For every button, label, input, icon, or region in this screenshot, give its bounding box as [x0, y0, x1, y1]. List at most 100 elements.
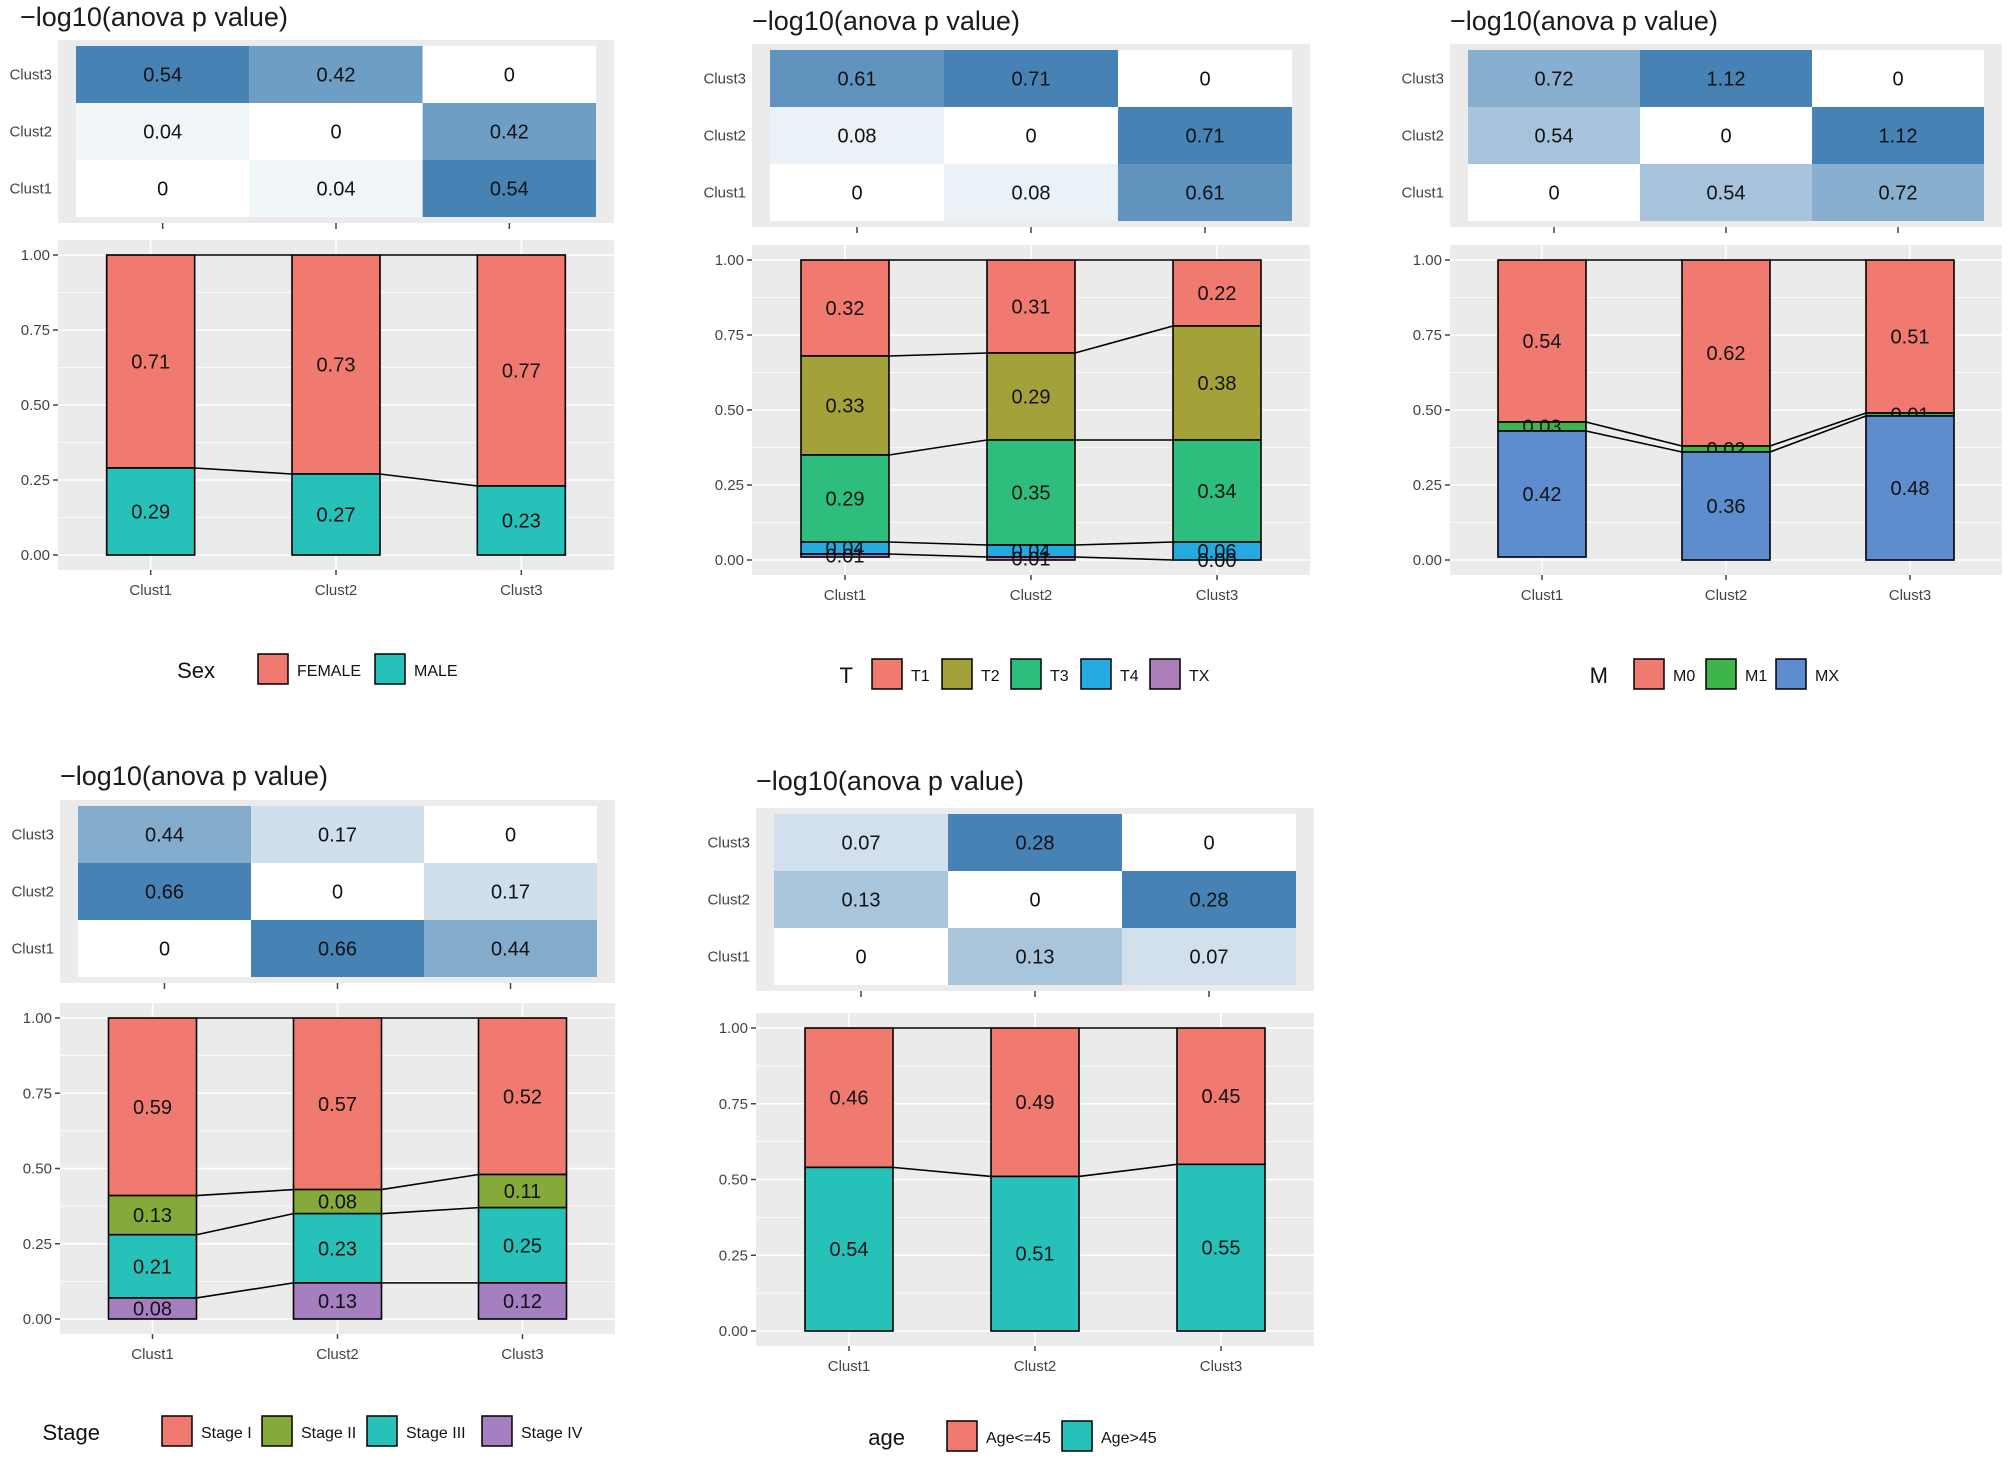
bar-segment-t3 [986, 439, 1076, 546]
bar-data-label: 0.34 [1198, 481, 1237, 503]
heatmap-cell [774, 814, 948, 871]
bar-segment-m0 [1681, 259, 1771, 447]
y-tick-label: 0.75 [1413, 327, 1442, 344]
connector-line [196, 1282, 294, 1299]
heatmap-cell [1468, 107, 1640, 164]
heatmap-cell [770, 50, 944, 107]
bar-data-label: 0.73 [317, 355, 356, 377]
y-tick-label: 0.25 [719, 1247, 748, 1264]
bar-data-label: 0.59 [133, 1097, 172, 1119]
heatmap-cell-label: 0.04 [317, 179, 356, 201]
connector-line [196, 1188, 294, 1197]
bar-data-label: 0.46 [830, 1088, 869, 1110]
bar-data-label: 0.29 [826, 489, 865, 511]
heatmap-cell-label: 0.07 [1190, 947, 1229, 969]
bar-data-label: 0.21 [133, 1256, 172, 1278]
bar-segment-stage-iii [477, 1206, 568, 1284]
heatmap-cell-label: 0 [1892, 69, 1903, 91]
heatmap-cell-label: 0.54 [143, 65, 182, 87]
y-tick-label: 0.50 [23, 1161, 52, 1178]
x-tick-label: Clust1 [1521, 587, 1564, 604]
heatmap-cell [424, 863, 597, 920]
y-tick-label: 0.25 [715, 477, 744, 494]
heatmap-cell-label: 0.13 [1016, 947, 1055, 969]
legend-label: M0 [1673, 668, 1695, 685]
heatmap-cell [76, 46, 250, 103]
heatmap-y-tick-label: Clust1 [11, 941, 54, 958]
legend-title: Stage [43, 1420, 101, 1445]
heatmap-y-tick-label: Clust3 [703, 71, 746, 88]
y-tick-label: 1.00 [23, 1010, 52, 1027]
bar-segment-stage-ii [477, 1173, 568, 1209]
connector-line [888, 553, 988, 558]
heatmap-y-tick-label: Clust3 [11, 827, 54, 844]
heatmap-y-tick-label: Clust2 [9, 124, 52, 141]
bar-data-label: 0.54 [830, 1239, 869, 1261]
legend-title: Sex [177, 658, 215, 683]
bar-data-label: 0.11 [504, 1181, 541, 1203]
heatmap-cell [948, 871, 1122, 928]
bar-data-label: 0.08 [318, 1192, 357, 1214]
heatmap-y-tick-label: Clust1 [707, 949, 750, 966]
bar-segment-t1 [1172, 259, 1262, 327]
bar-segment-age-45 [990, 1175, 1080, 1332]
bar-segment-t3 [1172, 439, 1262, 543]
bar-segment-tx [800, 553, 890, 558]
heatmap-cell-label: 0 [504, 65, 515, 87]
panel-age: −log10(anova p value) 0.07 0.28 0 Clust3 0.13… [707, 766, 1314, 1452]
bar-data-label: 0.29 [131, 502, 170, 524]
x-tick-label: Clust3 [500, 582, 543, 599]
heatmap-cell [770, 164, 944, 221]
heatmap-cell-label: 0 [332, 882, 343, 904]
heatmap-y-tick-label: Clust2 [11, 884, 54, 901]
heatmap-cell [774, 928, 948, 985]
bar-data-label: 0.77 [502, 361, 541, 383]
y-tick-label: 0.25 [21, 472, 50, 489]
heatmap-cell-label: 0.17 [491, 882, 530, 904]
heatmap-y-tick-label: Clust3 [1401, 71, 1444, 88]
bar-segment-stage-iv [107, 1297, 198, 1320]
heatmap-cell [770, 107, 944, 164]
heatmap-cell [1640, 107, 1812, 164]
heatmap-cell-label: 0 [330, 122, 341, 144]
legend-label: T1 [911, 668, 930, 685]
bar-data-label: 0.01 [826, 546, 865, 568]
y-tick-label: 0.75 [23, 1085, 52, 1102]
y-tick-label: 1.00 [715, 252, 744, 269]
connector-line [892, 1166, 992, 1178]
heatmap-cell-label: 0 [1720, 126, 1731, 148]
legend-key-t2 [941, 658, 973, 690]
x-tick-label: Clust2 [1010, 587, 1053, 604]
legend-key-stage-iv [481, 1415, 513, 1447]
y-tick-label: 0.25 [1413, 477, 1442, 494]
y-tick-label: 0.75 [21, 322, 50, 339]
panel-T: −log10(anova p value) 0.61 0.71 0 Clust3 0.08… [703, 6, 1310, 690]
heatmap-cell-label: 0.66 [318, 939, 357, 961]
heatmap-cell [251, 806, 424, 863]
bar-segment-t1 [986, 259, 1076, 354]
x-tick-label: Clust1 [824, 587, 867, 604]
heatmap-cell [944, 164, 1118, 221]
bar-segment-stage-iv [477, 1282, 568, 1320]
connector-line [1585, 421, 1683, 447]
connector-line [888, 352, 988, 357]
bar-segment-female [291, 254, 381, 475]
heatmap-cell [944, 107, 1118, 164]
x-tick-label: Clust1 [131, 1346, 174, 1363]
heatmap-cell [948, 928, 1122, 985]
heatmap-cell-label: 0.42 [490, 122, 529, 144]
connector-line [888, 439, 988, 456]
x-tick-label: Clust2 [1014, 1358, 1057, 1375]
legend-key-m1 [1705, 658, 1737, 690]
bar-data-label: 0.54 [1523, 331, 1562, 353]
bar-data-label: 0.08 [133, 1298, 172, 1320]
heatmap-cell [948, 814, 1122, 871]
legend-key-t3 [1010, 658, 1042, 690]
connector-line [1769, 412, 1867, 447]
heatmap-y-tick-label: Clust2 [1401, 128, 1444, 145]
connector-line [1074, 556, 1174, 561]
legend-label: T2 [981, 668, 1000, 685]
x-tick-label: Clust3 [1200, 1358, 1243, 1375]
heatmap-cell-label: 0 [505, 825, 516, 847]
heatmap-y-tick-label: Clust3 [707, 835, 750, 852]
